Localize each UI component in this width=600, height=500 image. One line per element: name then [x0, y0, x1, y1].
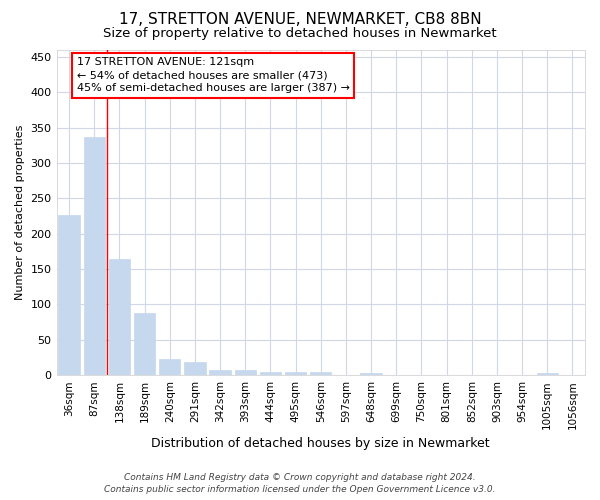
Y-axis label: Number of detached properties: Number of detached properties — [15, 125, 25, 300]
X-axis label: Distribution of detached houses by size in Newmarket: Distribution of detached houses by size … — [151, 437, 490, 450]
Bar — [184, 362, 206, 375]
Text: Size of property relative to detached houses in Newmarket: Size of property relative to detached ho… — [103, 28, 497, 40]
Bar — [285, 372, 307, 375]
Bar — [310, 372, 331, 375]
Bar — [260, 372, 281, 375]
Bar — [536, 373, 558, 375]
Bar — [134, 313, 155, 375]
Bar — [159, 359, 181, 375]
Text: 17 STRETTON AVENUE: 121sqm
← 54% of detached houses are smaller (473)
45% of sem: 17 STRETTON AVENUE: 121sqm ← 54% of deta… — [77, 57, 350, 94]
Text: 17, STRETTON AVENUE, NEWMARKET, CB8 8BN: 17, STRETTON AVENUE, NEWMARKET, CB8 8BN — [119, 12, 481, 28]
Bar — [83, 137, 105, 375]
Bar — [109, 258, 130, 375]
Text: Contains HM Land Registry data © Crown copyright and database right 2024.
Contai: Contains HM Land Registry data © Crown c… — [104, 472, 496, 494]
Bar — [361, 373, 382, 375]
Bar — [235, 370, 256, 375]
Bar — [209, 370, 231, 375]
Bar — [58, 214, 80, 375]
